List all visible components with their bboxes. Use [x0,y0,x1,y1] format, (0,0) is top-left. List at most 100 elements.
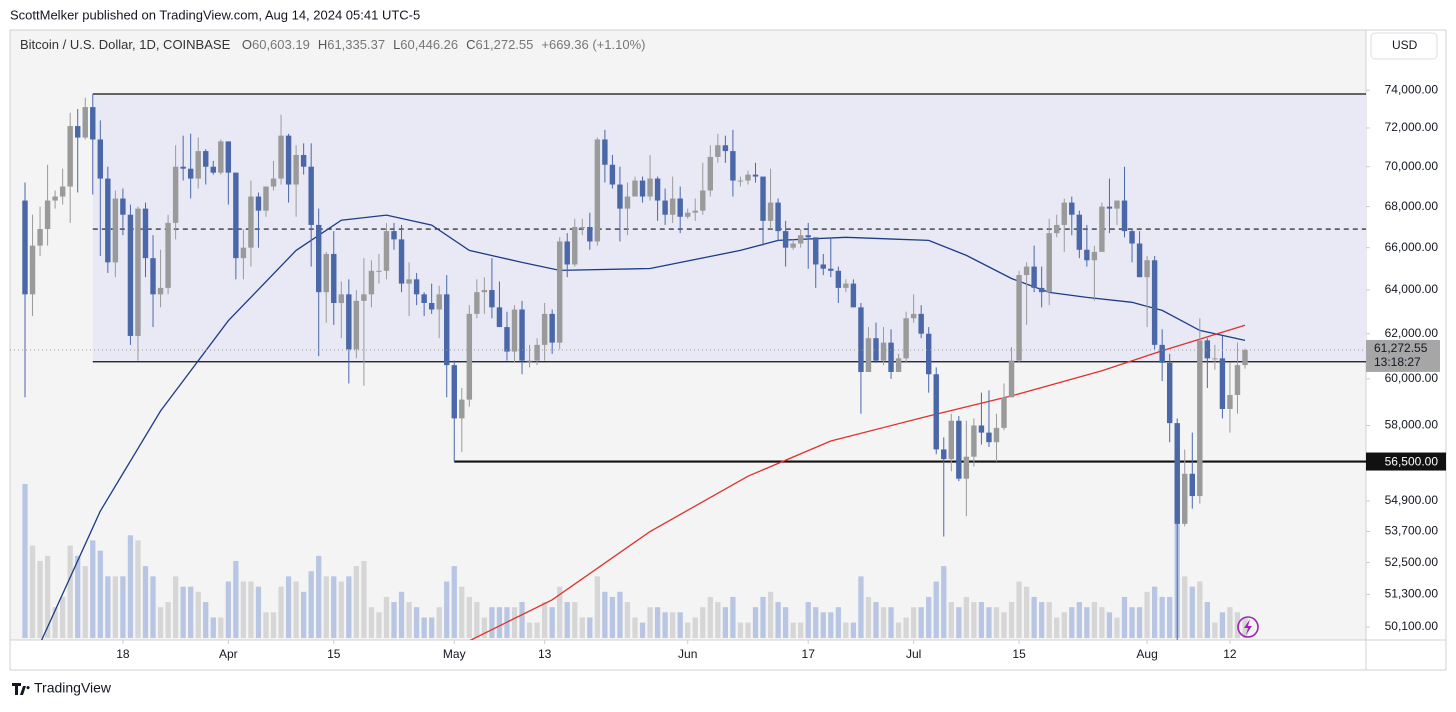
volume-bar [858,576,864,638]
candle-body [587,226,593,242]
candle-body [1008,360,1015,398]
candle-body [1023,266,1030,276]
ohlc-value: 60,446.26 [400,37,458,52]
candle-body [850,283,857,308]
volume-bar [572,602,578,638]
candle-body [52,196,58,201]
candle-body [745,174,751,181]
volume-bar [44,555,51,638]
candle-body [180,166,186,169]
candle-body [895,358,902,372]
candle-body [925,333,932,375]
candle-body [150,258,156,295]
volume-bar [489,607,495,638]
candle-body [413,279,420,295]
moving-average [469,324,1246,640]
alert-icon-bolt[interactable] [1244,619,1252,635]
candle-body [813,237,819,265]
volume-bar [692,617,698,638]
candle-body [692,210,698,213]
volume-bar [632,617,638,638]
candle-body [1106,206,1113,209]
candle-body [963,456,970,479]
candle-body [579,226,585,228]
volume-bar [135,540,141,638]
volume-bar [436,607,442,638]
candle-body [127,214,134,336]
currency[interactable]: USD [1392,38,1418,52]
candle-body [526,360,533,362]
candle-body [1016,275,1022,361]
candle-body [1212,358,1218,360]
candle-body [1054,224,1060,234]
candle-body [353,300,360,350]
x-tick-label: 18 [116,647,130,661]
candle-body [398,239,405,284]
volume-bar [549,607,555,638]
volume-bar [120,576,126,638]
volume-bar [1136,607,1143,638]
candle-body [338,294,345,303]
candle-body [105,178,111,263]
ohlc-value: 61,272.55 [476,37,534,52]
x-tick-label: May [443,647,466,661]
volume-bar [993,607,1000,638]
volume-bar [451,566,457,638]
x-tick-label: 12 [1223,647,1237,661]
candle-body [59,186,66,197]
candle-body [760,176,766,221]
volume-bar [1084,607,1090,638]
y-tick-label: 51,300.00 [1385,587,1439,601]
candle-body [1084,249,1090,261]
volume-bar [1227,607,1233,638]
candle-body [1091,251,1098,261]
candle-body [1136,243,1143,278]
currency-box[interactable] [1370,32,1438,60]
footer-logo [12,683,30,695]
candle-body [1189,473,1195,497]
candle-body [1129,231,1135,244]
y-tick-label: 58,000.00 [1385,418,1439,432]
volume-bar [233,560,239,638]
volume-bar [165,602,171,638]
volume-bar [647,607,653,638]
ohlc-key: L [393,37,400,52]
candle-body [843,283,849,288]
change: +669.36 (+1.10%) [541,37,645,52]
candle-body [1038,287,1045,293]
candle-body [677,198,683,217]
alert-icon[interactable] [1237,616,1259,638]
price-tag-label: 61,272.55 [1374,341,1428,355]
volume-bar [429,617,435,638]
candle-body [767,202,774,221]
candle-body [1204,340,1211,359]
candle-body [647,178,653,197]
candle-body [323,253,329,293]
volume-bar [1159,596,1165,638]
candle-body [956,420,962,479]
candle-body [820,264,826,269]
candle-body [331,253,337,303]
volume-bar [105,576,111,638]
candle-body [835,270,842,288]
volume-bar [1129,607,1135,638]
candle-body [270,178,277,187]
volume-bar [700,607,706,638]
volume-bar [203,602,209,638]
candle-body [44,200,51,230]
volume-bar [1001,612,1007,638]
x-tick-label: 15 [327,647,341,661]
volume-bar [1114,617,1120,638]
volume-bar [413,607,420,638]
volume-bar [888,607,894,638]
volume-bar [685,622,691,638]
volume-bar [157,607,164,638]
volume-bar [654,607,661,638]
volume-bar [406,602,412,638]
volume-bar [587,617,593,638]
volume-bar [459,586,465,638]
volume-bar [383,596,390,638]
volume-bar [353,566,359,638]
ohlc-key: C [466,37,475,52]
volume-bar [218,617,224,638]
